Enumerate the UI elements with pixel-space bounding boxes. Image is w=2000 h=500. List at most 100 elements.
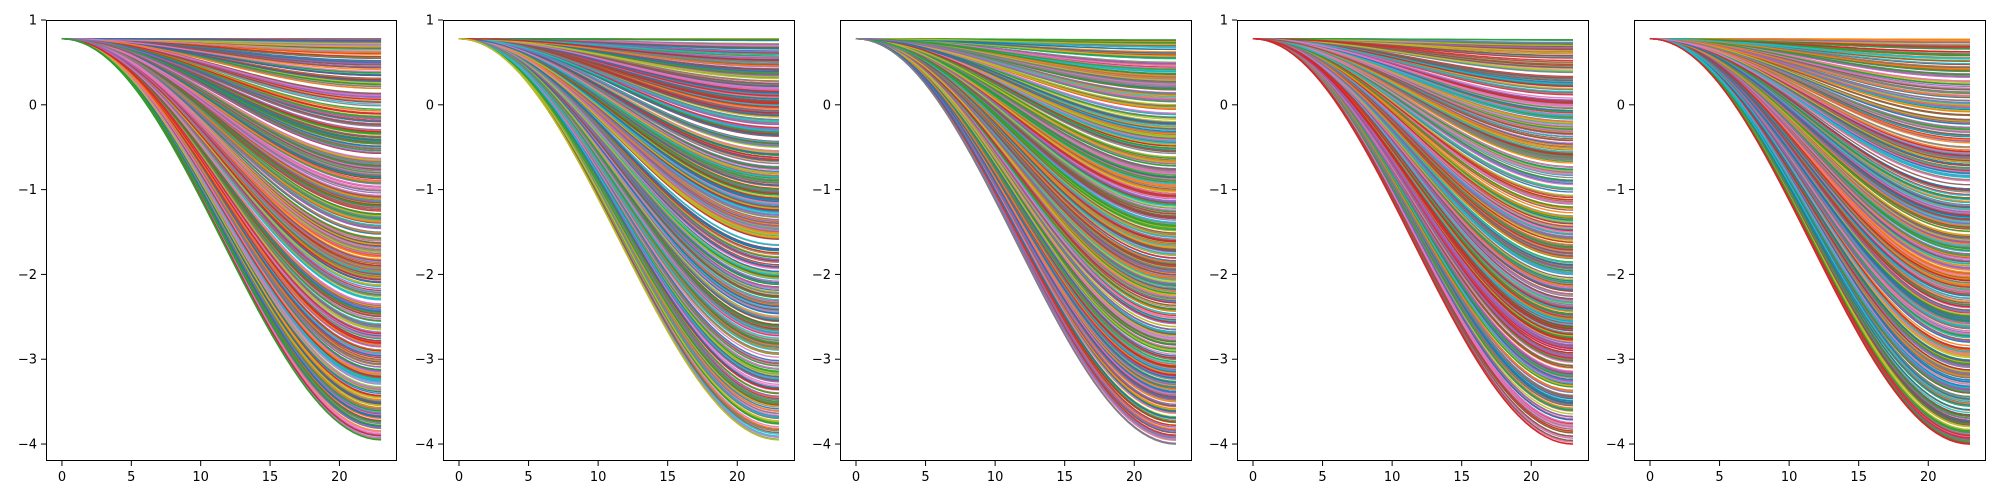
- series-line: [458, 37, 780, 250]
- series-line: [61, 37, 382, 249]
- series-line: [855, 37, 1177, 231]
- series-line: [458, 37, 780, 210]
- series-line: [1252, 37, 1574, 336]
- axes-frame: [840, 20, 1192, 461]
- series-lines: [1252, 37, 1574, 445]
- y-tick-label: −2: [1606, 268, 1625, 283]
- series-line: [458, 37, 780, 263]
- series-line: [1252, 37, 1574, 247]
- series-line: [1252, 37, 1574, 270]
- series-line: [61, 37, 382, 104]
- y-tick-label: −2: [812, 268, 831, 283]
- y-tick-label: −3: [18, 353, 37, 368]
- series-line: [855, 37, 1177, 193]
- y-tick-label: −3: [1209, 353, 1228, 368]
- y-tick-label: −2: [18, 268, 37, 283]
- x-tick-label: 10: [1384, 470, 1401, 485]
- axes-frame: [1237, 20, 1589, 461]
- series-line: [61, 37, 382, 73]
- x-tick-label: 10: [987, 470, 1004, 485]
- series-line: [61, 37, 382, 131]
- y-tick-label: −4: [812, 438, 831, 453]
- series-line: [1649, 37, 1971, 133]
- x-tick-label: 5: [524, 470, 532, 485]
- series-lines: [458, 37, 780, 441]
- series-line-lowest: [855, 37, 1177, 445]
- x-tick-label: 0: [1646, 470, 1654, 485]
- x-tick-label: 20: [1126, 470, 1143, 485]
- series-line: [1649, 37, 1971, 282]
- y-tick-label: 0: [29, 98, 37, 113]
- series-line: [1649, 37, 1971, 65]
- series-line: [1649, 37, 1971, 353]
- series-line: [61, 37, 382, 399]
- y-tick-label: −2: [1209, 268, 1228, 283]
- x-tick-label: 0: [852, 470, 860, 485]
- x-tick-label: 15: [1850, 470, 1867, 485]
- series-line: [855, 37, 1177, 102]
- x-tick-label: 15: [659, 470, 676, 485]
- x-tick-label: 5: [127, 470, 135, 485]
- x-tick-label: 20: [729, 470, 746, 485]
- x-tick-label: 10: [1781, 470, 1798, 485]
- series-line: [61, 37, 382, 145]
- series-line: [1252, 37, 1574, 168]
- series-line: [61, 37, 382, 423]
- series-line: [856, 37, 1176, 46]
- series-line: [1649, 37, 1971, 418]
- series-line: [1649, 37, 1971, 245]
- series-line: [1252, 37, 1574, 62]
- series-line: [1649, 37, 1971, 154]
- x-tick-label: 20: [1523, 470, 1540, 485]
- series-line: [61, 37, 382, 42]
- series-line: [458, 37, 780, 380]
- series-line: [458, 37, 780, 80]
- y-tick-label: −4: [1606, 438, 1625, 453]
- series-line: [1252, 37, 1574, 107]
- series-line: [1649, 37, 1971, 50]
- series-line: [1252, 37, 1574, 309]
- series-line: [458, 37, 780, 422]
- x-tick-label: 15: [1453, 470, 1470, 485]
- series-line-lowest: [61, 37, 382, 441]
- series-lines: [855, 37, 1177, 445]
- series-line: [855, 37, 1177, 399]
- series-line: [1252, 37, 1574, 142]
- series-line: [855, 37, 1177, 147]
- series-line: [855, 37, 1177, 163]
- series-line: [1649, 37, 1971, 85]
- series-line: [1252, 37, 1574, 397]
- y-tick-label: 1: [426, 14, 434, 29]
- series-line: [1252, 37, 1574, 190]
- y-tick-label: −4: [415, 438, 434, 453]
- y-tick-label: 1: [29, 14, 37, 29]
- series-line: [458, 37, 780, 103]
- axes-frame: [46, 20, 397, 461]
- series-line: [458, 37, 780, 61]
- series-line: [1649, 37, 1971, 270]
- y-tick-label: −3: [415, 353, 434, 368]
- series-line: [458, 37, 780, 332]
- series-line: [458, 37, 780, 351]
- axes-frame: [1634, 20, 1986, 461]
- x-tick-label: 10: [590, 470, 607, 485]
- series-line: [61, 37, 382, 90]
- x-tick-label: 0: [1249, 470, 1257, 485]
- series-line: [458, 37, 780, 171]
- y-tick-label: 0: [426, 98, 434, 113]
- series-line: [1252, 37, 1574, 289]
- series-line: [458, 37, 780, 405]
- x-tick-label: 5: [1715, 470, 1723, 485]
- series-line-lowest: [458, 37, 780, 441]
- series-line: [1252, 37, 1574, 93]
- series-line: [855, 37, 1177, 75]
- series-line: [1253, 37, 1573, 41]
- series-line: [1649, 37, 1971, 182]
- y-tick-label: 0: [1617, 98, 1625, 113]
- x-tick-label: 5: [921, 470, 929, 485]
- chart-panel-3: 0 5 10 15 20 0 −1 −2 −3 −4: [812, 20, 1192, 485]
- x-tick-label: 0: [455, 470, 463, 485]
- y-tick-label: −4: [1209, 438, 1228, 453]
